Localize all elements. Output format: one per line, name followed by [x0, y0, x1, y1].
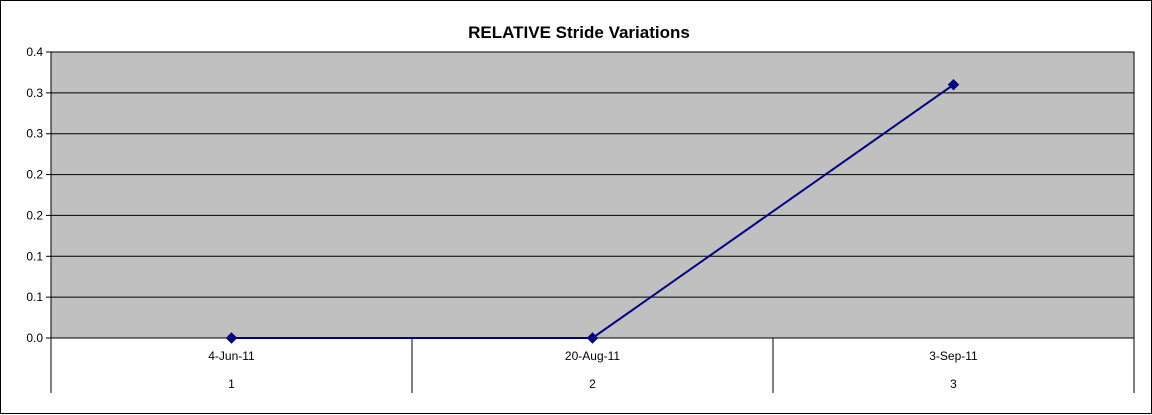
x-category-date-label: 4-Jun-11 — [208, 349, 255, 363]
y-tick-label: 0.3 — [26, 86, 43, 100]
x-category-index-label: 3 — [950, 377, 957, 391]
y-tick-label: 0.3 — [26, 127, 43, 141]
y-tick-label: 0.2 — [26, 208, 43, 222]
plot-area — [50, 51, 1135, 339]
y-tick-label: 0.4 — [26, 45, 43, 59]
gridlines — [46, 51, 1134, 339]
x-category-date-label: 3-Sep-11 — [929, 349, 978, 363]
data-point-marker — [225, 332, 238, 344]
y-tick-label: 0.1 — [26, 290, 43, 304]
y-tick-label: 0.0 — [26, 331, 43, 345]
data-point-marker — [947, 78, 960, 91]
y-axis-tick-labels: 0.0 0.1 0.1 0.2 0.2 0.3 0.3 0.4 — [26, 45, 43, 345]
x-category-index-label: 2 — [589, 377, 596, 391]
y-tick-label: 0.1 — [26, 249, 43, 263]
y-tick-label: 0.2 — [26, 168, 43, 182]
series-1 — [225, 78, 960, 344]
data-point-marker — [586, 332, 599, 344]
x-axis-category-labels: 4-Jun-11 1 20-Aug-11 2 3-Sep-11 3 — [50, 338, 1135, 393]
x-category-index-label: 1 — [228, 377, 235, 391]
chart-title: RELATIVE Stride Variations — [468, 23, 690, 42]
x-category-date-label: 20-Aug-11 — [565, 349, 620, 363]
